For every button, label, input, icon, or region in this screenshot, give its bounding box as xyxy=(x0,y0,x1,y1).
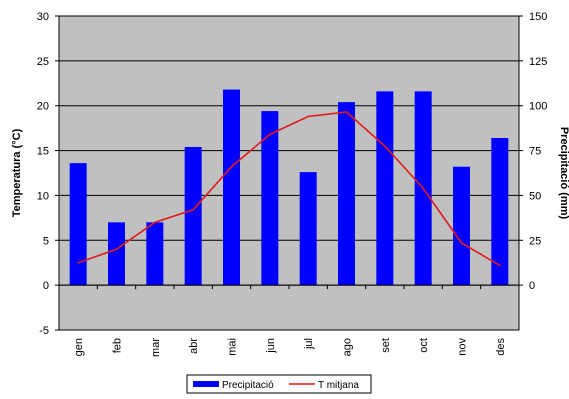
bar-set xyxy=(376,91,394,286)
temperature-point-abr xyxy=(192,208,194,211)
right-tick-label-0: 150 xyxy=(529,11,547,23)
temperature-point-des xyxy=(499,264,501,267)
precipitation-bars xyxy=(59,89,519,286)
left-tick-label-1: 25 xyxy=(37,56,49,68)
temperature-point-set xyxy=(384,145,386,147)
x-tick-label-oct: oct xyxy=(418,338,430,353)
x-tick-label-jun: jun xyxy=(265,338,277,354)
temperature-point-gen xyxy=(77,261,79,264)
left-tick-label-2: 20 xyxy=(37,101,49,113)
temperature-point-mai xyxy=(230,165,233,168)
bar-gen xyxy=(69,163,87,286)
legend: Precipitació T mitjana xyxy=(186,374,372,394)
right-axis: 150 125 100 75 50 25 0 xyxy=(518,11,547,330)
bar-jun xyxy=(261,111,279,286)
right-tick-label-4: 50 xyxy=(529,190,541,202)
bar-des xyxy=(491,138,509,286)
x-tick-label-abr: abr xyxy=(188,338,200,354)
right-tick-label-3: 75 xyxy=(529,146,541,158)
right-tick-label-6: 0 xyxy=(529,280,535,292)
left-tick-label-6: 0 xyxy=(43,280,49,292)
left-tick-label-5: 5 xyxy=(43,235,49,247)
x-tick-label-feb: feb xyxy=(112,338,124,353)
legend-swatch-precipitation xyxy=(193,381,219,387)
temperature-point-jun xyxy=(269,133,271,136)
bar-mai xyxy=(223,89,240,286)
bar-jul xyxy=(299,172,317,286)
bar-ago xyxy=(338,102,355,286)
temperature-point-oct xyxy=(422,187,424,190)
x-tick-label-gen: gen xyxy=(73,338,85,356)
x-tick-label-jul: jul xyxy=(303,338,315,350)
temperature-point-nov xyxy=(460,242,463,244)
left-axis: 30 25 20 15 10 5 0 -5 xyxy=(37,11,60,337)
x-tick-label-nov: nov xyxy=(457,338,469,356)
bar-mar xyxy=(146,222,164,286)
bar-nov xyxy=(453,166,470,286)
left-tick-label-0: 30 xyxy=(37,11,49,23)
temperature-point-ago xyxy=(345,111,348,113)
left-tick-label-4: 10 xyxy=(37,190,49,202)
right-axis-title: Precipitació (mm) xyxy=(558,127,569,220)
x-axis: gen feb mar abr mai jun jul ago set oct nov des xyxy=(58,285,520,357)
left-tick-label-7: -5 xyxy=(39,325,49,337)
left-axis-title: Temperatura (°C) xyxy=(11,128,23,217)
temperature-point-mar xyxy=(154,221,156,224)
x-tick-label-mar: mar xyxy=(150,338,162,357)
right-tick-label-1: 125 xyxy=(529,56,547,68)
plot-area xyxy=(58,15,520,331)
temperature-point-jul xyxy=(307,115,309,118)
legend-label-temperature: T mitjana xyxy=(318,380,359,391)
bar-feb xyxy=(108,222,125,286)
right-tick-label-2: 100 xyxy=(529,101,547,113)
x-tick-label-mai: mai xyxy=(227,338,239,356)
x-tick-label-ago: ago xyxy=(342,338,354,356)
bar-abr xyxy=(184,146,202,286)
temperature-point-feb xyxy=(115,248,118,251)
temperature-line xyxy=(77,111,501,267)
temperature-series-line xyxy=(77,111,501,267)
legend-box xyxy=(186,374,372,394)
right-tick-label-5: 25 xyxy=(529,235,541,247)
x-tick-label-set: set xyxy=(380,338,392,353)
legend-label-precipitation: Precipitació xyxy=(222,380,274,391)
left-tick-label-3: 15 xyxy=(37,146,49,158)
x-tick-label-des: des xyxy=(495,338,507,356)
